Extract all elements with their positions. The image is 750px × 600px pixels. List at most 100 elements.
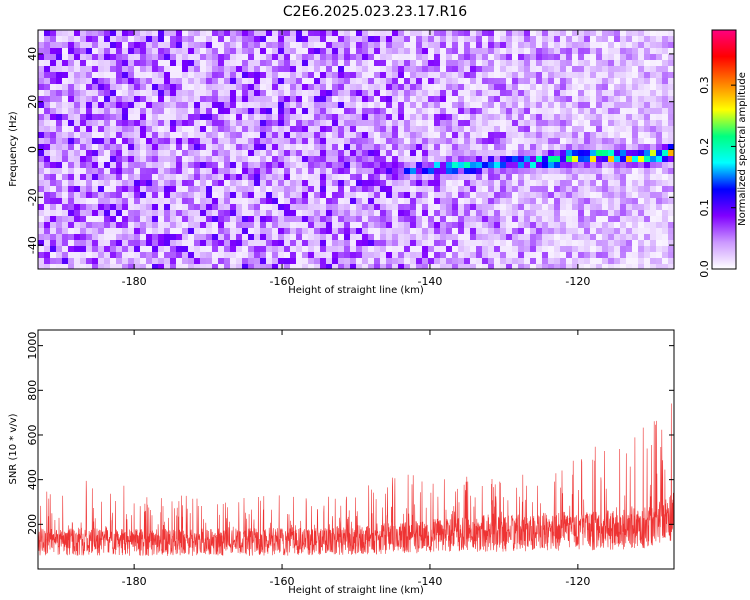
spectrogram-cell bbox=[662, 216, 669, 223]
spectrogram-cell bbox=[410, 132, 417, 139]
spectrogram-cell bbox=[494, 222, 501, 229]
spectrogram-cell bbox=[344, 54, 351, 61]
spectrogram-cell bbox=[350, 144, 357, 151]
spectrogram-cell bbox=[446, 264, 453, 269]
spectrogram-cell bbox=[212, 216, 219, 223]
spectrogram-cell bbox=[74, 54, 81, 61]
spectrogram-cell bbox=[218, 54, 225, 61]
spectrogram-cell bbox=[140, 66, 147, 73]
spectrogram-cell bbox=[356, 42, 363, 49]
spectrogram-cell bbox=[158, 42, 165, 49]
spectrogram-cell bbox=[212, 48, 219, 55]
spectrogram-cell bbox=[158, 102, 165, 109]
spectrogram-cell bbox=[536, 222, 543, 229]
spectrogram-cell bbox=[122, 30, 129, 37]
spectrogram-cell bbox=[404, 222, 411, 229]
spectrogram-cell bbox=[128, 36, 135, 43]
spectrogram-cell bbox=[584, 102, 591, 109]
spectrogram-cell bbox=[182, 72, 189, 79]
spectrogram-cell bbox=[368, 216, 375, 223]
spectrogram-cell bbox=[416, 192, 423, 199]
spectrogram-cell bbox=[650, 84, 657, 91]
spectrogram-cell bbox=[74, 204, 81, 211]
spectrogram-cell bbox=[608, 120, 615, 127]
spectrogram-cell bbox=[494, 210, 501, 217]
spectrogram-cell bbox=[92, 168, 99, 175]
spectrogram-cell bbox=[614, 264, 621, 269]
spectrogram-cell bbox=[494, 186, 501, 193]
spectrogram-cell bbox=[260, 96, 267, 103]
spectrogram-cell bbox=[386, 246, 393, 253]
spectrogram-cell bbox=[650, 246, 657, 253]
spectrogram-cell bbox=[182, 90, 189, 97]
spectrogram-cell bbox=[590, 90, 597, 97]
spectrogram-cell bbox=[578, 246, 585, 253]
spectrogram-cell bbox=[236, 222, 243, 229]
spectrogram-cell bbox=[464, 186, 471, 193]
spectrogram-cell bbox=[74, 156, 81, 163]
spectrogram-cell bbox=[470, 90, 477, 97]
spectrogram-cell bbox=[476, 210, 483, 217]
spectrogram-cell bbox=[398, 102, 405, 109]
spectrogram-cell bbox=[590, 234, 597, 241]
spectrogram-cell bbox=[638, 252, 645, 259]
spectrogram-cell bbox=[398, 252, 405, 259]
spectrogram-cell bbox=[272, 66, 279, 73]
spectrogram-cell bbox=[278, 234, 285, 241]
spectrogram-cell bbox=[338, 102, 345, 109]
spectrogram-cell bbox=[458, 216, 465, 223]
spectrogram-cell bbox=[164, 252, 171, 259]
spectrogram-cell bbox=[260, 174, 267, 181]
spectrogram-cell bbox=[92, 66, 99, 73]
spectrogram-cell bbox=[632, 72, 639, 79]
spectrogram-cell bbox=[182, 150, 189, 157]
spectrogram-cell bbox=[194, 234, 201, 241]
spectrogram-cell bbox=[530, 210, 537, 217]
spectrogram-cell bbox=[524, 90, 531, 97]
spectrogram-cell bbox=[212, 72, 219, 79]
spectrogram-cell bbox=[638, 168, 645, 175]
spectrogram-cell bbox=[374, 126, 381, 133]
spectrogram-cell bbox=[560, 234, 567, 241]
spectrogram-cell bbox=[296, 186, 303, 193]
spectrogram-cell bbox=[554, 240, 561, 247]
spectrogram-cell bbox=[422, 114, 429, 121]
spectrogram-cell bbox=[530, 120, 537, 127]
spectrogram-cell bbox=[578, 156, 585, 163]
spectrogram-cell bbox=[608, 186, 615, 193]
spectrogram-cell bbox=[62, 126, 69, 133]
spectrogram-cell bbox=[302, 156, 309, 163]
spectrogram-cell bbox=[302, 42, 309, 49]
spectrogram-cell bbox=[584, 120, 591, 127]
spectrogram-cell bbox=[320, 204, 327, 211]
spectrogram-cell bbox=[44, 234, 51, 241]
spectrogram-cell bbox=[368, 174, 375, 181]
spectrogram-cell bbox=[158, 108, 165, 115]
spectrogram-cell bbox=[62, 150, 69, 157]
spectrogram-cell bbox=[218, 156, 225, 163]
spectrogram-cell bbox=[266, 108, 273, 115]
spectrogram-cell bbox=[596, 198, 603, 205]
spectrogram-cell bbox=[38, 36, 45, 43]
spectrogram-cell bbox=[572, 264, 579, 269]
spectrogram-cell bbox=[458, 84, 465, 91]
spectrogram-cell bbox=[398, 162, 405, 169]
spectrogram-cell bbox=[518, 126, 525, 133]
spectrogram-cell bbox=[68, 222, 75, 229]
spectrogram-cell bbox=[350, 222, 357, 229]
spectrogram-cell bbox=[560, 36, 567, 43]
spectrogram-cell bbox=[164, 228, 171, 235]
spectrogram-cell bbox=[254, 60, 261, 67]
spectrogram-cell bbox=[206, 210, 213, 217]
spectrogram-cell bbox=[542, 102, 549, 109]
spectrogram-cell bbox=[44, 30, 51, 37]
spectrogram-cell bbox=[488, 174, 495, 181]
spectrogram-cell bbox=[506, 108, 513, 115]
spectrogram-cell bbox=[644, 150, 651, 157]
spectrogram-cell bbox=[518, 78, 525, 85]
spectrogram-cell bbox=[632, 30, 639, 37]
spectrogram-cell bbox=[398, 54, 405, 61]
spectrogram-cell bbox=[548, 150, 555, 157]
spectrogram-cell bbox=[650, 90, 657, 97]
spectrogram-cell bbox=[500, 210, 507, 217]
